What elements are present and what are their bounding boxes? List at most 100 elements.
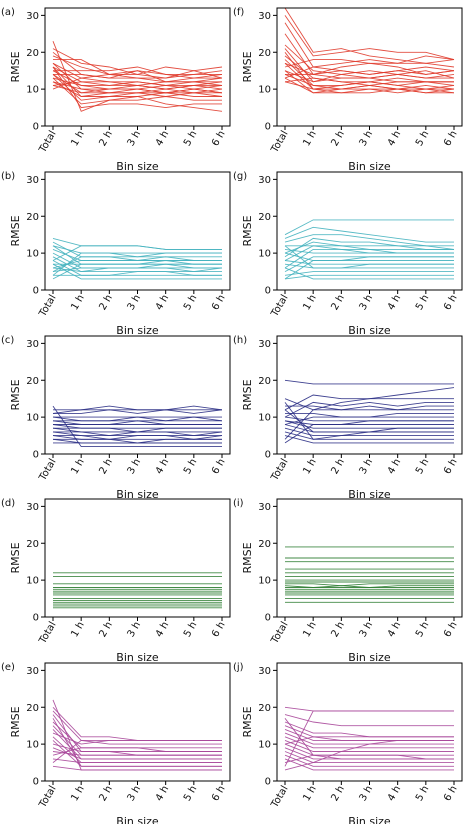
x-tick-label: 1 h <box>69 620 86 639</box>
series-line <box>284 219 454 236</box>
series-line <box>285 583 454 587</box>
y-tick-label: 10 <box>258 249 271 260</box>
y-tick-label: 20 <box>26 212 39 223</box>
x-tick-label: 2 h <box>329 293 346 312</box>
axes-frame <box>44 662 231 782</box>
y-tick-label: 0 <box>33 122 39 133</box>
panel-b: (b) 0 10 20 30 Total 1 h 2 h 3 h 4 h 5 h 6 h Bin siz… <box>1 171 231 337</box>
series-line <box>284 48 454 83</box>
y-axis-label: RMSE <box>9 215 22 246</box>
y-axis-label: RMSE <box>241 542 254 573</box>
y-tick-label: 30 <box>258 339 271 350</box>
series-line <box>52 245 222 261</box>
series-group <box>284 219 455 280</box>
x-tick-label: Total <box>269 293 291 320</box>
series-line <box>52 714 222 752</box>
series-line <box>52 74 222 101</box>
series-line <box>284 431 454 440</box>
y-tick-label: 0 <box>265 613 271 624</box>
y-tick-label: 0 <box>33 286 39 297</box>
series-line <box>284 62 455 75</box>
panel-tag: (h) <box>233 335 247 346</box>
x-tick-label: 2 h <box>97 129 114 148</box>
x-tick-label: 6 h <box>210 457 227 476</box>
series-line <box>284 758 454 771</box>
x-axis-label: Bin size <box>348 488 391 501</box>
x-tick-label: 6 h <box>442 129 459 148</box>
series-group <box>284 706 454 771</box>
x-tick-label: Total <box>37 457 59 484</box>
x-axis-label: Bin size <box>116 324 159 337</box>
series-line <box>53 409 223 414</box>
series-line <box>52 751 222 756</box>
series-line <box>284 409 454 433</box>
series-group <box>52 237 223 280</box>
x-tick-label: 6 h <box>442 784 459 803</box>
x-axis-label: Bin size <box>348 815 391 824</box>
axes-frame <box>44 498 231 618</box>
panel-tag: (a) <box>1 7 15 18</box>
series-line <box>52 66 222 109</box>
series-line <box>52 765 222 771</box>
series-line <box>52 81 223 97</box>
series-line <box>52 260 222 269</box>
x-tick-label: Total <box>37 620 59 647</box>
x-tick-label: 2 h <box>329 620 346 639</box>
x-tick-label: 5 h <box>182 293 199 312</box>
series-line <box>284 721 454 738</box>
x-tick-label: 2 h <box>97 457 114 476</box>
y-tick-label: 10 <box>258 740 271 751</box>
x-tick-label: 4 h <box>386 784 403 803</box>
x-tick-label: 4 h <box>154 620 171 639</box>
x-tick-label: 5 h <box>414 784 431 803</box>
x-tick-label: 4 h <box>154 457 171 476</box>
series-line <box>284 710 454 767</box>
series-line <box>284 226 454 243</box>
y-axis-label: RMSE <box>9 379 22 410</box>
series-line <box>284 739 454 752</box>
x-tick-label: 2 h <box>329 129 346 148</box>
series-line <box>284 260 454 280</box>
y-tick-label: 20 <box>258 703 271 714</box>
series-line <box>284 728 454 741</box>
series-line <box>52 718 222 767</box>
series-line <box>284 394 454 411</box>
panel-tag: (g) <box>233 171 247 182</box>
x-tick-label: 2 h <box>97 620 114 639</box>
axes-frame <box>276 335 463 455</box>
series-group <box>284 546 454 603</box>
panel-g: (g) 0 10 20 30 Total 1 h 2 h 3 h 4 h 5 h 6 h Bin siz… <box>233 171 463 337</box>
y-tick-label: 30 <box>26 11 39 22</box>
series-line <box>52 706 222 741</box>
series-line <box>52 84 223 94</box>
series-line <box>284 736 454 749</box>
y-tick-label: 20 <box>26 48 39 59</box>
series-line <box>284 420 454 444</box>
y-tick-label: 10 <box>26 576 39 587</box>
x-tick-label: 3 h <box>126 457 143 476</box>
series-line <box>52 405 223 414</box>
y-axis-label: RMSE <box>241 379 254 410</box>
x-tick-label: 5 h <box>414 620 431 639</box>
series-line <box>284 237 454 258</box>
series-line <box>284 725 454 738</box>
series-group <box>284 379 455 444</box>
y-tick-label: 20 <box>258 376 271 387</box>
y-tick-label: 0 <box>33 777 39 788</box>
panel-c: (c) 0 10 20 30 Total 1 h 2 h 3 h 4 h 5 h 6 h Bin siz… <box>1 335 231 501</box>
series-line <box>284 66 455 79</box>
y-tick-label: 20 <box>26 376 39 387</box>
series-line <box>284 267 454 280</box>
series-group <box>52 405 223 448</box>
x-tick-label: 3 h <box>358 784 375 803</box>
x-tick-label: 1 h <box>301 620 318 639</box>
panel-tag: (i) <box>233 498 244 509</box>
x-tick-label: 4 h <box>386 293 403 312</box>
series-line <box>284 274 454 280</box>
panel-h: (h) 0 10 20 30 Total 1 h 2 h 3 h 4 h 5 h 6 h Bin siz… <box>233 335 463 501</box>
x-tick-label: 4 h <box>386 620 403 639</box>
series-line <box>284 409 454 440</box>
series-line <box>52 427 222 433</box>
series-line <box>52 267 222 273</box>
